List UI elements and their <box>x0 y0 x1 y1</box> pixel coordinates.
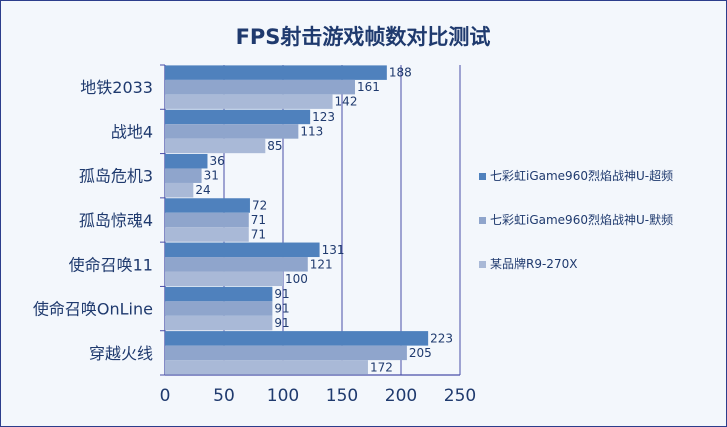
bar <box>165 360 368 375</box>
bar <box>165 286 273 302</box>
x-tick-label: 50 <box>213 386 235 406</box>
bar <box>165 301 273 316</box>
bar <box>165 182 194 198</box>
data-label: 223 <box>430 331 453 345</box>
category-label: 孤岛危机3 <box>79 167 153 186</box>
bar <box>165 257 308 272</box>
legend-swatch <box>479 173 486 180</box>
data-label: 121 <box>310 257 333 271</box>
data-label: 142 <box>335 95 358 109</box>
category-label: 孤岛惊魂4 <box>79 211 153 230</box>
data-label: 123 <box>312 110 335 124</box>
category-label: 使命召唤11 <box>69 255 153 274</box>
category-label: 地铁2033 <box>80 78 153 97</box>
data-label: 131 <box>322 243 345 257</box>
bar <box>165 138 266 154</box>
data-label: 36 <box>209 154 224 168</box>
data-label: 100 <box>285 272 308 286</box>
bar <box>165 109 311 125</box>
bar <box>165 331 429 346</box>
legend-label: 某品牌R9-270X <box>490 257 577 271</box>
data-label: 113 <box>300 124 323 138</box>
bar <box>165 345 407 361</box>
x-tick-label: 250 <box>444 386 476 406</box>
data-label: 31 <box>204 169 219 183</box>
category-label: 穿越火线 <box>89 344 153 363</box>
data-label: 161 <box>357 80 380 94</box>
category-label: 战地4 <box>111 122 153 141</box>
bar <box>165 212 249 228</box>
bar <box>165 79 355 95</box>
legend-swatch <box>479 261 486 268</box>
data-label: 24 <box>195 183 210 197</box>
bar <box>165 271 283 287</box>
data-label: 85 <box>267 139 282 153</box>
data-label: 91 <box>274 287 289 301</box>
bar <box>165 227 249 242</box>
bar <box>165 153 208 169</box>
x-tick-label: 200 <box>385 386 417 406</box>
data-label: 91 <box>274 302 289 316</box>
x-tick-label: 150 <box>326 386 358 406</box>
data-label: 71 <box>251 213 266 227</box>
data-label: 205 <box>409 346 432 360</box>
bar <box>165 198 250 213</box>
x-tick-label: 0 <box>160 386 171 406</box>
legend-label: 七彩虹iGame960烈焰战神U-默频 <box>490 212 673 227</box>
data-label: 188 <box>389 66 412 80</box>
legend-label: 七彩虹iGame960烈焰战神U-超频 <box>490 168 673 183</box>
bar <box>165 242 320 258</box>
data-label: 71 <box>251 228 266 242</box>
x-tick-label: 100 <box>267 386 299 406</box>
bar <box>165 168 202 183</box>
category-label: 使命召唤OnLine <box>33 300 153 319</box>
data-label: 91 <box>274 316 289 330</box>
data-label: 72 <box>252 199 267 213</box>
data-label: 172 <box>370 360 393 374</box>
bar <box>165 94 333 109</box>
legend-swatch <box>479 217 486 224</box>
chart-title: FPS射击游戏帧数对比测试 <box>236 25 491 49</box>
bar <box>165 315 273 331</box>
bar <box>165 65 387 80</box>
bar <box>165 124 299 139</box>
